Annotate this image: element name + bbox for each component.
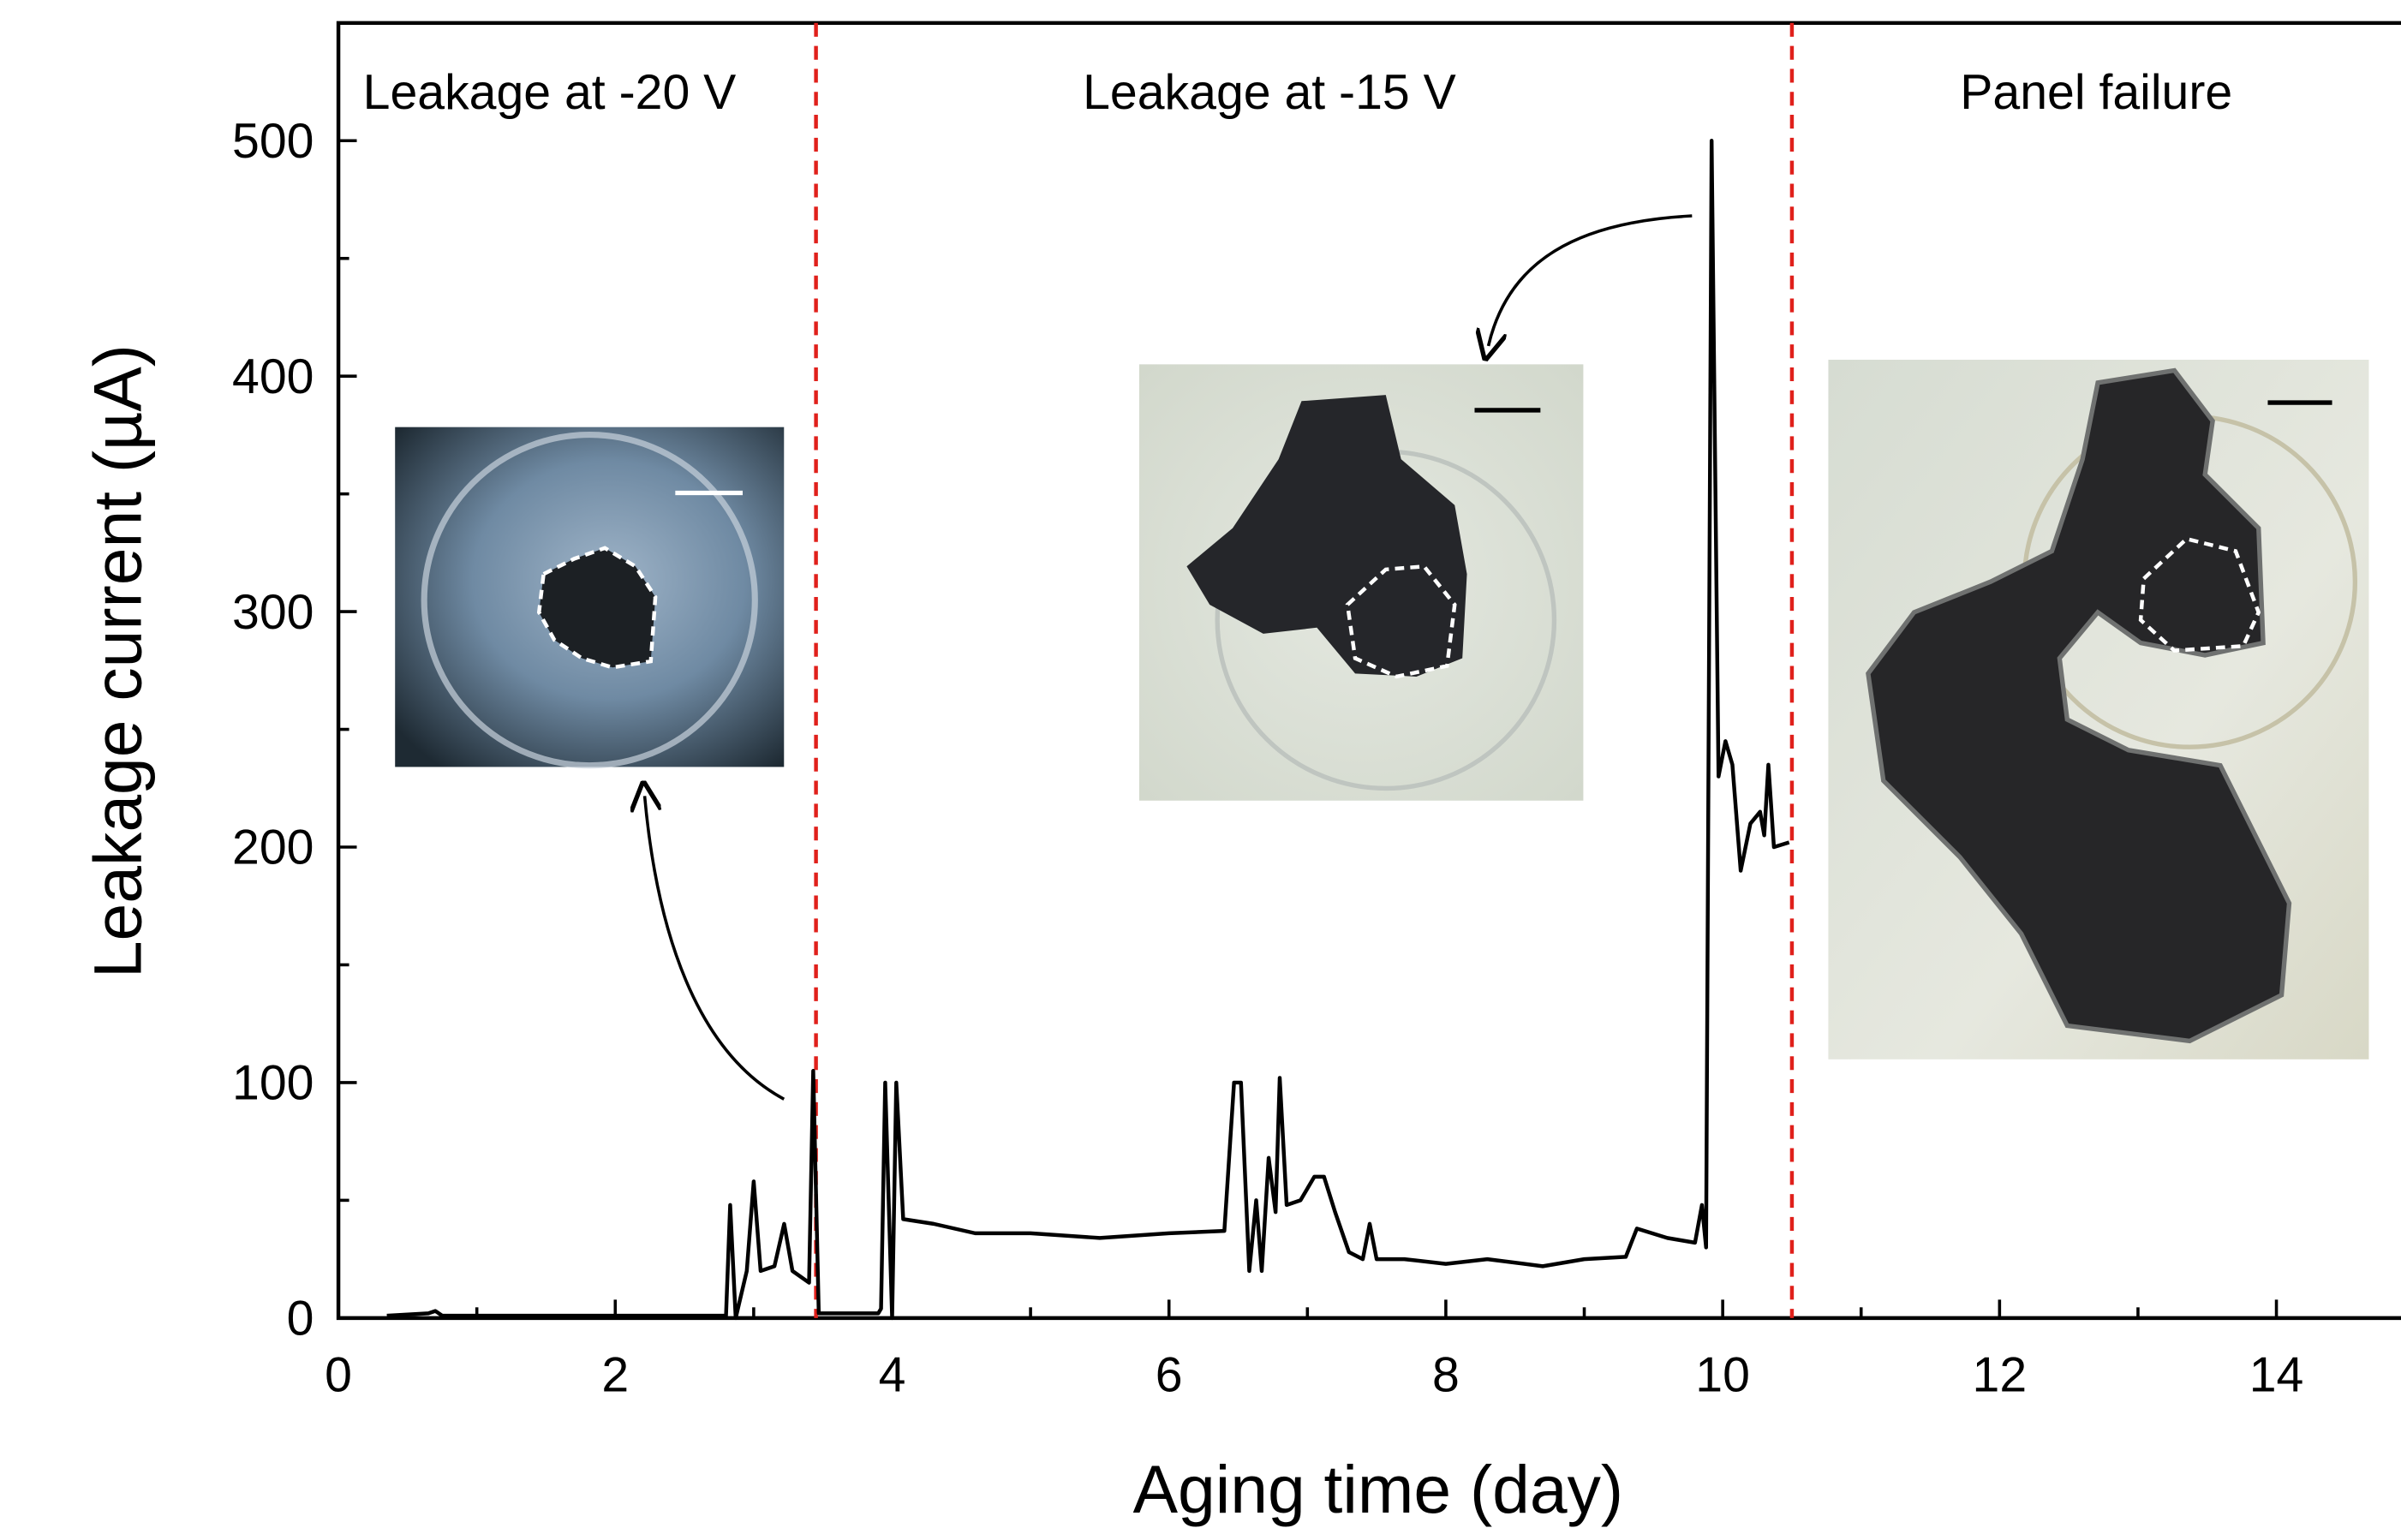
y-tick-label: 500 [232, 114, 314, 169]
arrow [645, 796, 785, 1101]
plot-area: 0 2 4 6 8 10 12 14 0 100 200 300 400 500 Leakage at -2… [232, 21, 2401, 1403]
region-label: Leakage at -15 V [1083, 65, 1456, 120]
photo-inset [1828, 360, 2369, 1059]
region-label: Leakage at -20 V [363, 65, 737, 120]
photo-outline [2138, 536, 2261, 653]
y-axis-title: Leakage current (µA) [80, 344, 155, 978]
region-label: Panel failure [1960, 65, 2232, 120]
y-tick-label: 100 [232, 1056, 314, 1111]
x-axis-title: Aging time (day) [1133, 1452, 1624, 1527]
x-tick-label: 12 [1973, 1348, 2028, 1403]
photo-outline [1345, 564, 1457, 679]
photo-defect [1866, 367, 2292, 1044]
data-line [386, 139, 1790, 1321]
photo-ring [421, 432, 758, 769]
photo-defect [536, 546, 658, 670]
photo-inset [395, 427, 785, 769]
x-tick-label: 14 [2249, 1348, 2304, 1403]
photo-inset [1138, 364, 1584, 801]
x-tick-label: 0 [325, 1348, 352, 1403]
y-tick-label: 0 [287, 1292, 314, 1346]
y-tick-label: 400 [232, 349, 314, 404]
x-tick-label: 8 [1432, 1348, 1460, 1403]
y-tick-label: 300 [232, 585, 314, 640]
x-tick-label: 4 [879, 1348, 906, 1403]
photo-defect [1186, 395, 1467, 677]
axis-frame [336, 21, 2401, 1321]
x-tick-label: 6 [1156, 1348, 1183, 1403]
arrow [1489, 214, 1693, 346]
x-tick-label: 2 [601, 1348, 629, 1403]
x-tick-label: 10 [1695, 1348, 1750, 1403]
y-tick-label: 200 [232, 821, 314, 875]
